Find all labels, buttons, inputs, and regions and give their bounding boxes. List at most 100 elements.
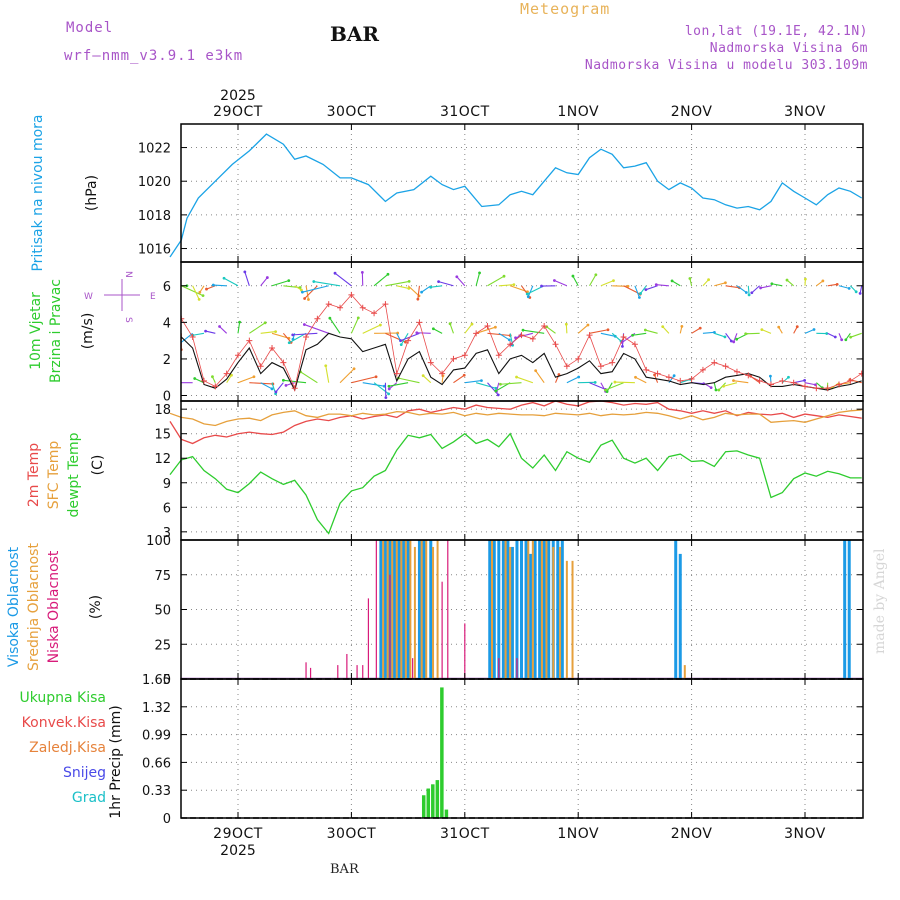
wind-arrow-head [387,392,391,396]
wind-gust-marker [665,374,672,381]
wind-gust-marker [563,363,570,370]
wind-arrow-head [218,325,221,328]
cloud-bar-0 [506,540,510,679]
wind-direction-arrow [260,331,276,334]
cloud-axis-title-low: Niska Oblacnost [46,550,62,663]
wind-direction-arrow [422,375,432,384]
wind-direction-arrow [640,285,647,294]
wind-gust-marker [269,344,276,351]
wind-arrow-head [507,338,511,342]
cloud-bar-1 [404,540,407,679]
wind-direction-arrow [516,376,534,384]
wind-gust-marker [473,330,480,337]
wind-arrow-head [243,270,247,274]
station-title: BAR [330,22,380,46]
wind-gust-marker [552,341,559,348]
precip-bar [435,780,440,818]
wind-gust-marker [643,366,650,373]
cloud-bar-0 [529,553,533,679]
y-tick-label: 0 [163,390,171,405]
cloud-bar-1 [565,560,568,679]
wind-arrow-head [384,396,388,399]
precip-bar [444,809,449,818]
wind-arrow-head [238,320,242,324]
wind-direction-arrow [771,283,783,287]
wind-arrow-head [557,373,561,376]
cloud-bar-2 [337,665,339,679]
wind-gust-marker [699,366,706,373]
date-label-bottom: 2NOV [671,826,713,842]
wind-arrow-head [847,286,851,290]
cloud-bar-2 [464,623,466,679]
cloud-bar-0 [422,540,426,679]
wind-direction-arrow [475,272,481,286]
wind-direction-arrow [416,332,431,334]
wind-direction-arrow [325,365,330,383]
cloud-bar-1 [391,540,394,679]
wind-direction-arrow [417,285,420,300]
cloud-bar-0 [520,540,523,679]
wind-direction-arrow [725,285,740,289]
wind-arrow-head [606,328,610,332]
wind-arrow-head [407,280,411,283]
wind-direction-arrow [213,284,227,287]
wind-gust-marker [439,370,446,377]
wind-gust-marker [450,355,457,362]
wind-direction-arrow [589,274,597,287]
wind-direction-arrow [350,317,359,334]
wind-direction-arrow [635,376,647,384]
wind-direction-arrow [577,324,589,334]
wind-arrow-head [760,328,764,332]
wind-direction-arrow [283,379,307,384]
wind-gust-line [181,294,862,390]
wind-arrow-head [553,279,556,282]
cloud-bar-0 [560,540,564,679]
wind-direction-arrow [702,331,715,334]
cloud-bar-0 [542,540,546,679]
wind-direction-arrow [498,284,514,287]
wind-gust-marker [393,370,400,377]
wind-arrow-head [193,377,197,380]
wind-arrow-head [360,270,364,274]
date-label-bottom: 29OCT [213,826,263,842]
wind-direction-arrow [396,285,409,289]
wind-direction-arrow [226,374,232,384]
wind-direction-arrow [747,285,750,295]
wind-direction-arrow [606,382,613,392]
wind-arrow-head [744,332,748,336]
y-tick-label: 3 [163,526,171,541]
cloud-bar-1 [436,540,439,679]
wind-arrow-head [205,287,208,291]
wind-arrow-head [274,330,278,333]
wind-arrow-head [825,332,829,335]
wind-arrow-head [750,291,754,295]
y-tick-label: 2 [163,353,171,368]
wind-arrow-head [270,387,274,391]
wind-arrow-head [302,323,306,326]
wind-arrow-head [303,297,307,300]
wind-gust-marker [586,332,593,339]
y-tick-label: 0.66 [142,756,171,771]
wind-gust-marker [824,385,831,392]
cloud-bar-2 [346,653,348,679]
wind-direction-arrow [804,329,815,334]
wind-direction-arrow [194,378,205,384]
wind-direction-arrow [786,279,795,287]
footer-station: BAR [330,862,359,877]
wind-arrow-head [525,292,529,296]
cloud-bar-2 [441,581,443,679]
wind-arrow-head [698,326,702,330]
wind-arrow-head [634,375,637,379]
wind-gust-marker [246,337,253,344]
wind-direction-arrow [304,285,318,299]
wind-gust-marker [200,377,207,384]
cloud-axis-title-high: Visoka Oblacnost [6,546,22,667]
wind-direction-arrow [838,285,850,289]
y-tick-label: 25 [154,638,171,653]
wind-group [181,270,863,399]
wind-direction-arrow [351,376,377,384]
wind-arrow-head [717,388,721,392]
wind-direction-arrow [385,280,410,287]
cloud-bar-0 [515,540,519,679]
wind-arrow-head [312,280,316,283]
